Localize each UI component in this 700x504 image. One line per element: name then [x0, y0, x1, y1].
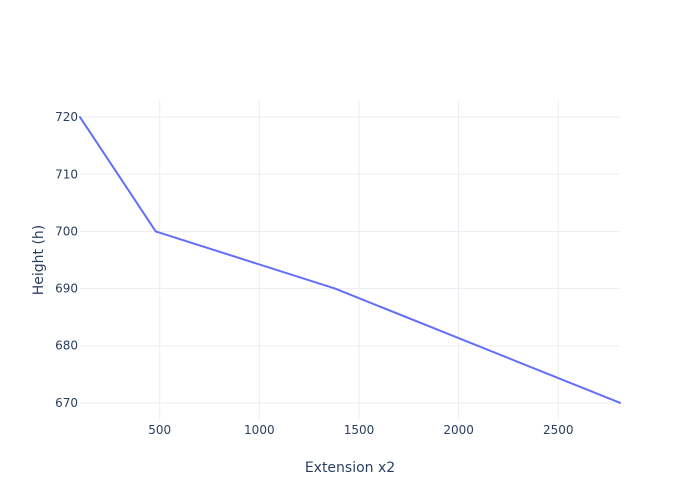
- y-axis-title: Height (h): [31, 225, 47, 296]
- y-axis-ticks: 670 680 690 700 710 720: [55, 110, 78, 410]
- x-tick-label: 2500: [543, 423, 574, 437]
- grid-lines: [80, 100, 620, 420]
- y-tick-label: 710: [55, 167, 78, 181]
- x-tick-label: 1500: [344, 423, 375, 437]
- y-tick-label: 680: [55, 339, 78, 353]
- y-tick-label: 720: [55, 110, 78, 124]
- y-tick-label: 670: [55, 396, 78, 410]
- y-tick-label: 690: [55, 282, 78, 296]
- x-axis-ticks: 500 1000 1500 2000 2500: [148, 423, 573, 437]
- x-tick-label: 500: [148, 423, 171, 437]
- x-tick-label: 1000: [244, 423, 275, 437]
- x-tick-label: 2000: [443, 423, 474, 437]
- series-layer: [79, 116, 621, 404]
- x-axis-title: Extension x2: [305, 460, 395, 476]
- series-line: [79, 116, 621, 404]
- y-tick-label: 700: [55, 224, 78, 238]
